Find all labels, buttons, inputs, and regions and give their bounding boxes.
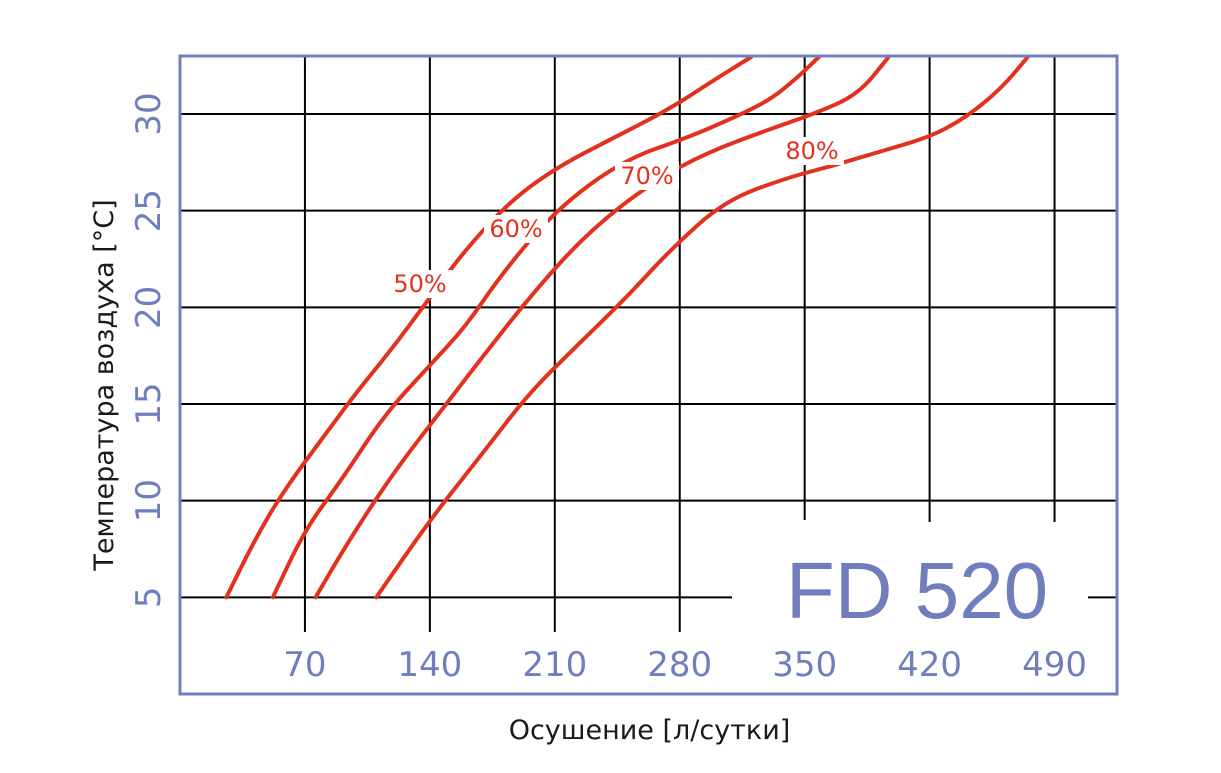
curve-label-background: [484, 215, 548, 243]
x-tick-labels: 70 140 210 280 350 420 490: [283, 645, 1087, 685]
model-label: FD 520: [786, 546, 1048, 635]
x-tick-label-490: 490: [1022, 645, 1087, 685]
y-tick-label-5: 5: [129, 587, 169, 609]
curve-label-background: [388, 270, 452, 298]
curve-label-50pct: 50%: [393, 270, 446, 298]
y-tick-labels: 5 10 15 20 25 30: [129, 92, 169, 608]
curves: [224, 55, 1030, 600]
curve-labels: 50% 60% 70% 80%: [388, 137, 844, 298]
x-tick-label-350: 350: [772, 645, 837, 685]
y-tick-label-10: 10: [129, 479, 169, 522]
y-axis-title: Температура воздуха [°C]: [89, 199, 120, 571]
x-tick-label-210: 210: [522, 645, 587, 685]
y-tick-label-30: 30: [129, 92, 169, 135]
x-tick-label-70: 70: [283, 645, 326, 685]
x-tick-label-280: 280: [647, 645, 712, 685]
curve-label-background: [615, 162, 679, 190]
x-tick-label-140: 140: [397, 645, 462, 685]
curve-60pct: [270, 55, 821, 600]
x-tick-label-420: 420: [897, 645, 962, 685]
curve-label-background: [780, 137, 844, 165]
x-axis-title: Осушение [л/сутки]: [509, 715, 791, 746]
curve-80pct: [374, 55, 1030, 600]
y-tick-label-20: 20: [129, 286, 169, 329]
y-tick-label-15: 15: [129, 382, 169, 425]
plot-frame: [178, 54, 1119, 696]
curve-label-70pct: 70%: [620, 162, 673, 190]
model-label-background: [740, 522, 1080, 632]
curve-70pct: [313, 55, 891, 600]
curve-label-60pct: 60%: [489, 215, 542, 243]
y-tick-label-25: 25: [129, 189, 169, 232]
curve-label-80pct: 80%: [785, 137, 838, 165]
